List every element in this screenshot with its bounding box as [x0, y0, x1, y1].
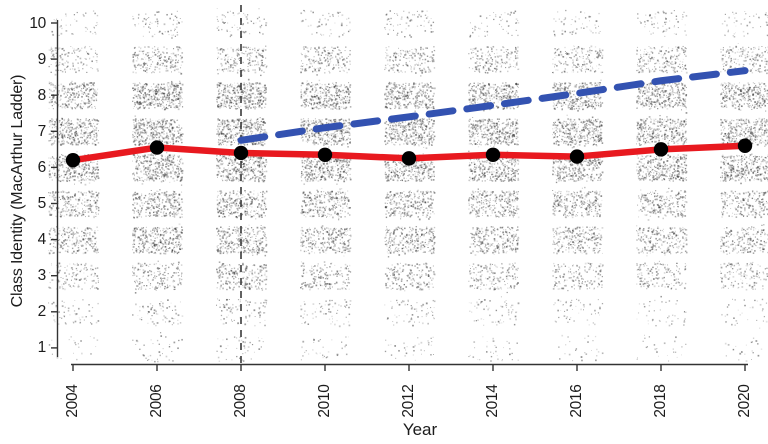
observed-marker — [401, 151, 417, 166]
y-tick-label: 7 — [37, 122, 47, 140]
x-tick-label: 2004 — [64, 384, 81, 418]
y-tick-label: 2 — [37, 303, 47, 321]
projection-dashed-line — [237, 67, 749, 144]
x-axis-title: Year — [402, 420, 438, 439]
y-tick-label: 5 — [37, 195, 47, 212]
x-tick-label: 2012 — [400, 384, 417, 418]
y-tick-label: 6 — [37, 158, 47, 176]
x-tick-label: 2016 — [568, 384, 585, 418]
y-tick-label: 1 — [37, 339, 47, 357]
x-tick-label: 2014 — [484, 384, 501, 418]
x-tick-label: 2018 — [652, 384, 669, 418]
y-tick-label: 9 — [37, 50, 47, 68]
observed-marker — [485, 147, 501, 162]
observed-marker — [233, 145, 249, 161]
observed-marker — [65, 152, 81, 168]
y-tick-label: 8 — [37, 86, 47, 104]
observed-marker — [317, 147, 333, 162]
x-tick-label: 2006 — [148, 384, 165, 418]
y-tick-label: 3 — [37, 267, 47, 285]
y-tick-label: 10 — [29, 14, 46, 32]
observed-marker — [569, 149, 585, 164]
x-tick-label: 2020 — [736, 384, 753, 418]
x-tick-label: 2010 — [316, 384, 333, 418]
observed-marker — [737, 138, 753, 153]
observed-marker — [149, 140, 165, 155]
observed-marker — [653, 142, 669, 157]
y-tick-label: 4 — [37, 231, 47, 249]
x-tick-label: 2008 — [232, 384, 249, 418]
